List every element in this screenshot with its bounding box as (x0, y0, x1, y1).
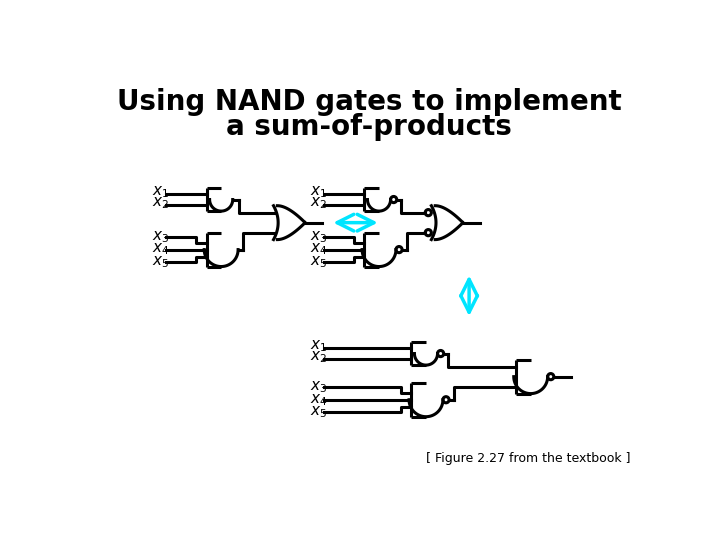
Text: $x_4$: $x_4$ (310, 392, 327, 408)
Text: $x_2$: $x_2$ (152, 195, 169, 211)
Text: $x_5$: $x_5$ (152, 254, 169, 270)
Text: $x_3$: $x_3$ (152, 230, 169, 245)
Text: [ Figure 2.27 from the textbook ]: [ Figure 2.27 from the textbook ] (426, 452, 631, 465)
Text: $x_1$: $x_1$ (310, 184, 327, 200)
Text: $x_3$: $x_3$ (310, 380, 327, 395)
Text: $x_4$: $x_4$ (310, 242, 327, 258)
Text: $x_3$: $x_3$ (310, 230, 327, 245)
Text: $x_5$: $x_5$ (310, 254, 327, 270)
Text: $x_2$: $x_2$ (310, 349, 327, 365)
Text: $x_1$: $x_1$ (310, 338, 327, 354)
Text: $x_2$: $x_2$ (310, 195, 327, 211)
Text: Using NAND gates to implement: Using NAND gates to implement (117, 88, 621, 116)
Text: a sum-of-products: a sum-of-products (226, 112, 512, 140)
Text: $x_5$: $x_5$ (310, 404, 327, 420)
Text: $x_1$: $x_1$ (152, 184, 169, 200)
Text: $x_4$: $x_4$ (152, 242, 169, 258)
